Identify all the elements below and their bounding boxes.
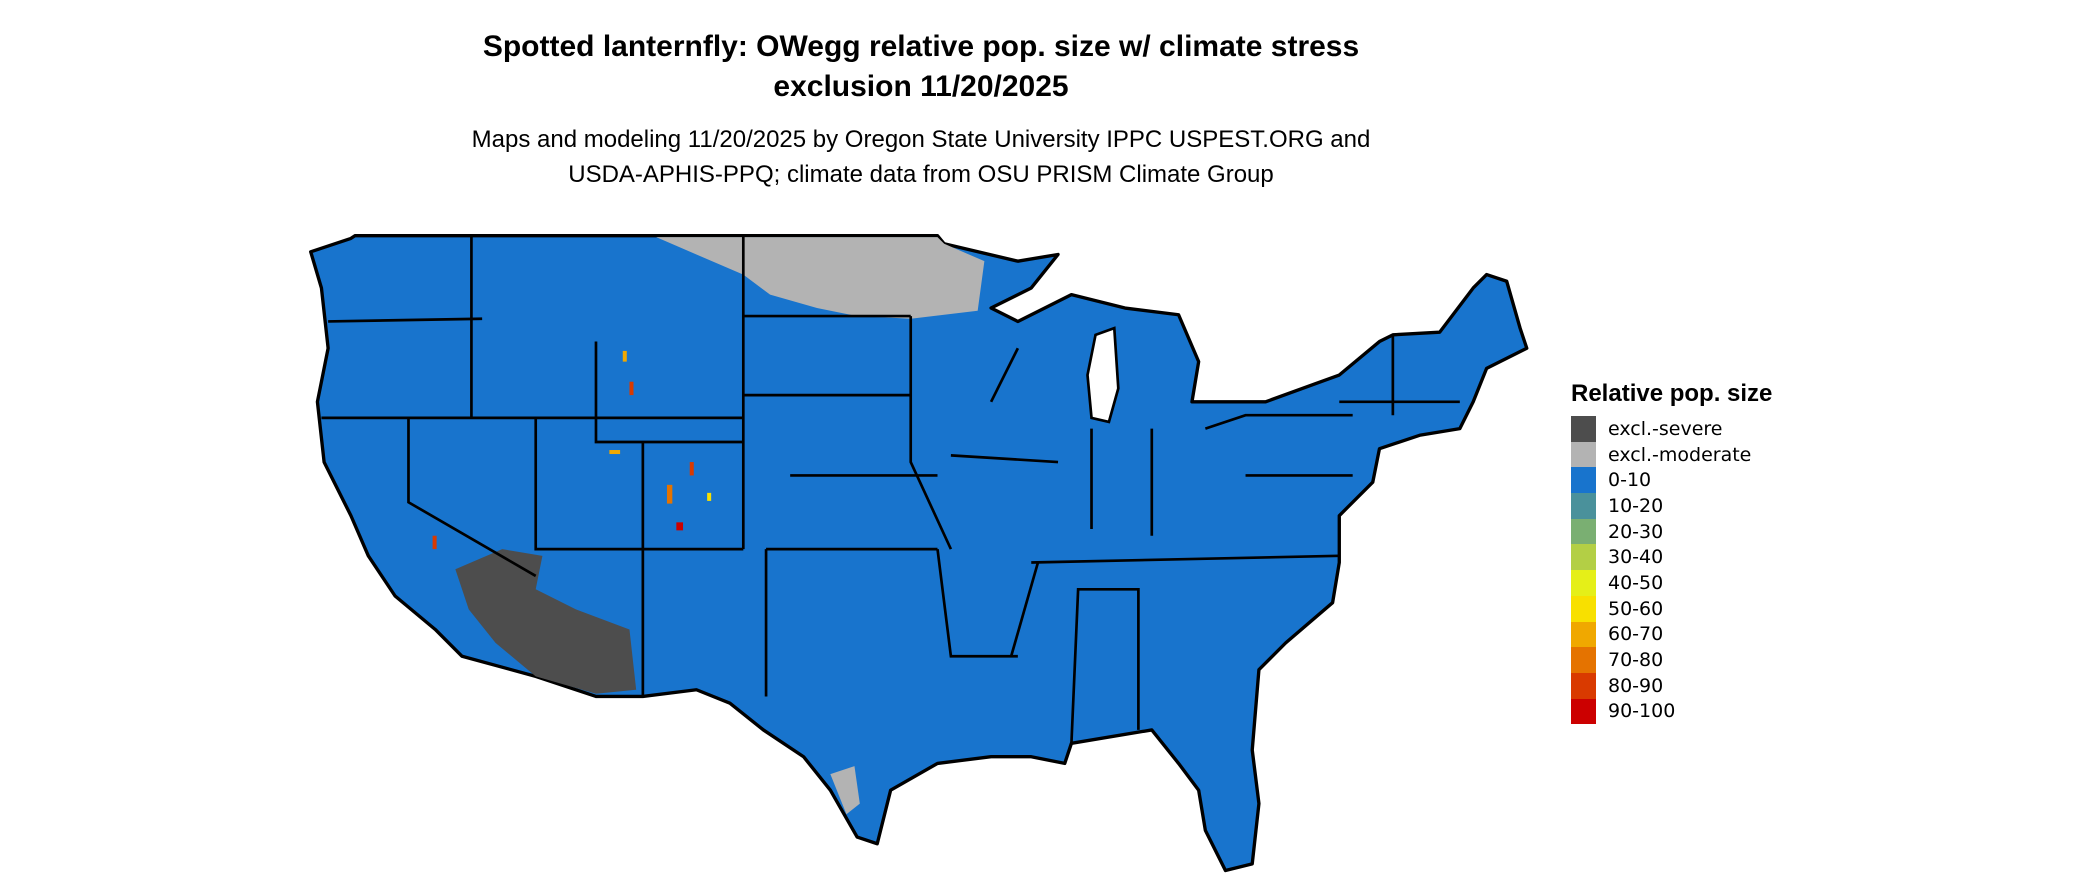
legend-label: excl.-moderate [1608,443,1752,466]
legend-swatch [1571,621,1596,648]
subtitle-line2: USDA-APHIS-PPQ; climate data from OSU PR… [568,161,1274,188]
hotspots [432,350,712,550]
legend-item: excl.-severe [1571,416,1772,442]
legend-label: 40-50 [1608,571,1664,594]
lake-michigan [1086,326,1120,424]
legend-item: 90-100 [1571,698,1772,725]
legend-label: excl.-severe [1608,417,1723,440]
legend-swatch [1571,493,1596,519]
subtitle-line1: Maps and modeling 11/20/2025 by Oregon S… [471,126,1371,153]
legend-item: 60-70 [1571,621,1772,648]
legend-swatch [1571,416,1596,442]
legend-item: 30-40 [1571,544,1772,571]
legend-swatch [1571,518,1596,545]
legend-swatch [1571,570,1596,596]
conus-landmass [309,234,1529,873]
legend-item: 0-10 [1571,467,1772,494]
legend-label: 80-90 [1608,674,1664,697]
legend-item: excl.-moderate [1571,441,1772,468]
legend-title: Relative pop. size [1571,380,1773,407]
map-title-line1: Spotted lanternfly: OWegg relative pop. … [482,30,1360,63]
state-borders [321,235,1460,744]
legend-item: 80-90 [1571,672,1772,699]
legend-item: 40-50 [1571,570,1772,596]
legend-swatch [1571,441,1596,468]
legend-label: 10-20 [1608,494,1664,517]
legend-swatch [1571,595,1596,622]
legend-item: 50-60 [1571,595,1772,622]
legend-label: 50-60 [1608,597,1664,620]
legend: Relative pop. size excl.-severe excl.-mod… [1571,380,1773,725]
excl-severe-southwest [455,549,637,694]
excl-moderate-south-texas [830,766,860,815]
legend-item: 20-30 [1571,518,1772,545]
legend-swatch [1571,698,1596,725]
legend-label: 60-70 [1608,623,1664,646]
legend-item: 10-20 [1571,493,1772,519]
legend-swatch [1571,544,1596,571]
legend-label: 0-10 [1608,469,1652,492]
legend-label: 20-30 [1608,520,1664,543]
legend-swatch [1571,467,1596,494]
excl-moderate-north [656,237,985,319]
map-title-line2: exclusion 11/20/2025 [773,70,1069,103]
legend-swatch [1571,672,1596,699]
legend-item: 70-80 [1571,647,1772,673]
legend-label: 70-80 [1608,649,1664,672]
legend-swatch [1571,647,1596,673]
legend-label: 30-40 [1608,546,1664,569]
legend-label: 90-100 [1608,700,1676,723]
